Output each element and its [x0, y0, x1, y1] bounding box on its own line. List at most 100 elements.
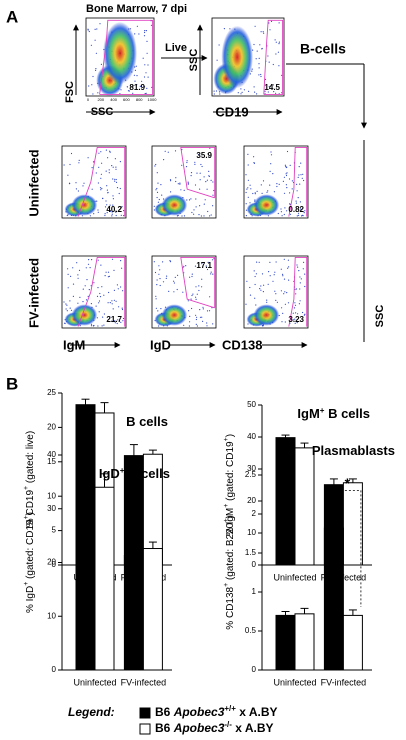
- event-dot: [109, 151, 111, 153]
- event-dot: [254, 193, 256, 195]
- event-dot: [282, 275, 284, 277]
- event-dot: [66, 304, 68, 306]
- event-dot: [304, 210, 306, 212]
- bar: [342, 482, 363, 566]
- event-dot: [87, 295, 89, 297]
- event-dot: [253, 86, 255, 88]
- event-dot: [269, 261, 271, 263]
- event-dot: [103, 313, 105, 315]
- event-dot: [193, 213, 195, 215]
- event-dot: [202, 320, 204, 322]
- event-dot: [191, 294, 193, 297]
- event-dot: [196, 316, 198, 318]
- event-dot: [158, 325, 160, 327]
- event-dot: [116, 187, 119, 189]
- error-bar: [348, 609, 357, 616]
- event-dot: [181, 215, 183, 217]
- event-dot: [192, 293, 194, 295]
- event-dot: [160, 308, 162, 310]
- superscript: +: [23, 582, 30, 586]
- event-dot: [274, 290, 276, 292]
- event-dot: [270, 151, 272, 153]
- event-dot: [245, 203, 247, 205]
- event-dot: [247, 164, 249, 166]
- event-dot: [108, 169, 110, 171]
- event-dot: [70, 309, 73, 311]
- event-dot: [269, 184, 271, 186]
- event-dot: [173, 280, 175, 282]
- event-dot: [160, 184, 162, 186]
- event-dot: [209, 296, 211, 298]
- event-dot: [95, 305, 97, 307]
- event-dot: [144, 31, 146, 34]
- event-dot: [111, 215, 113, 217]
- text-part: x A.BY: [232, 721, 274, 735]
- event-dot: [249, 202, 251, 204]
- event-dot: [191, 273, 193, 275]
- event-dot: [169, 179, 172, 181]
- event-dot: [208, 156, 210, 158]
- event-dot: [195, 198, 197, 200]
- event-dot: [296, 264, 298, 266]
- event-dot: [255, 58, 257, 60]
- event-dot: [272, 280, 274, 282]
- axis-label: SSC: [188, 49, 200, 72]
- event-dot: [255, 273, 257, 275]
- event-dot: [237, 92, 239, 94]
- event-dot: [154, 271, 157, 274]
- event-dot: [254, 297, 256, 299]
- event-dot: [252, 192, 254, 195]
- event-dot: [153, 261, 155, 263]
- event-dot: [82, 301, 84, 303]
- event-dot: [77, 274, 79, 276]
- x-tick-label: FV-infected: [121, 677, 167, 687]
- bar: [94, 486, 115, 671]
- event-dot: [195, 318, 197, 321]
- event-dot: [77, 277, 79, 279]
- event-dot: [155, 307, 157, 309]
- event-dot: [273, 274, 275, 276]
- bar: [142, 548, 163, 671]
- event-dot: [93, 282, 95, 284]
- event-dot: [268, 85, 270, 88]
- event-dot: [77, 302, 79, 304]
- event-dot: [300, 174, 302, 176]
- event-dot: [87, 29, 89, 31]
- event-dot: [187, 182, 189, 184]
- event-dot: [115, 181, 118, 183]
- event-dot: [68, 182, 71, 184]
- text-part: % IgD: [25, 586, 36, 613]
- gate: [180, 146, 216, 199]
- event-dot: [245, 303, 247, 305]
- y-tick-label: 10: [47, 611, 56, 620]
- bar: [75, 473, 96, 671]
- event-dot: [135, 65, 137, 67]
- event-dot: [258, 261, 260, 263]
- event-dot: [138, 33, 140, 35]
- event-dot: [109, 204, 111, 206]
- event-dot: [243, 89, 245, 91]
- event-dot: [218, 44, 220, 46]
- error-bar: [129, 548, 138, 556]
- event-dot: [273, 91, 275, 93]
- text-part: x A.BY: [236, 705, 278, 719]
- event-dot: [249, 286, 251, 289]
- y-tick-label: 25: [47, 388, 56, 397]
- event-dot: [277, 212, 279, 215]
- event-dot: [119, 161, 121, 163]
- event-dot: [91, 167, 93, 169]
- event-dot: [170, 191, 172, 193]
- event-dot: [198, 214, 200, 216]
- error-bar: [148, 449, 157, 455]
- event-dot: [94, 28, 96, 30]
- event-dot: [193, 209, 195, 211]
- arrow-label: Live: [165, 42, 187, 54]
- event-dot: [283, 192, 286, 194]
- event-dot: [196, 172, 198, 174]
- event-dot: [246, 280, 248, 282]
- event-dot: [299, 300, 301, 302]
- event-dot: [278, 65, 280, 67]
- density: [253, 194, 280, 216]
- event-dot: [94, 39, 96, 41]
- event-dot: [113, 289, 115, 291]
